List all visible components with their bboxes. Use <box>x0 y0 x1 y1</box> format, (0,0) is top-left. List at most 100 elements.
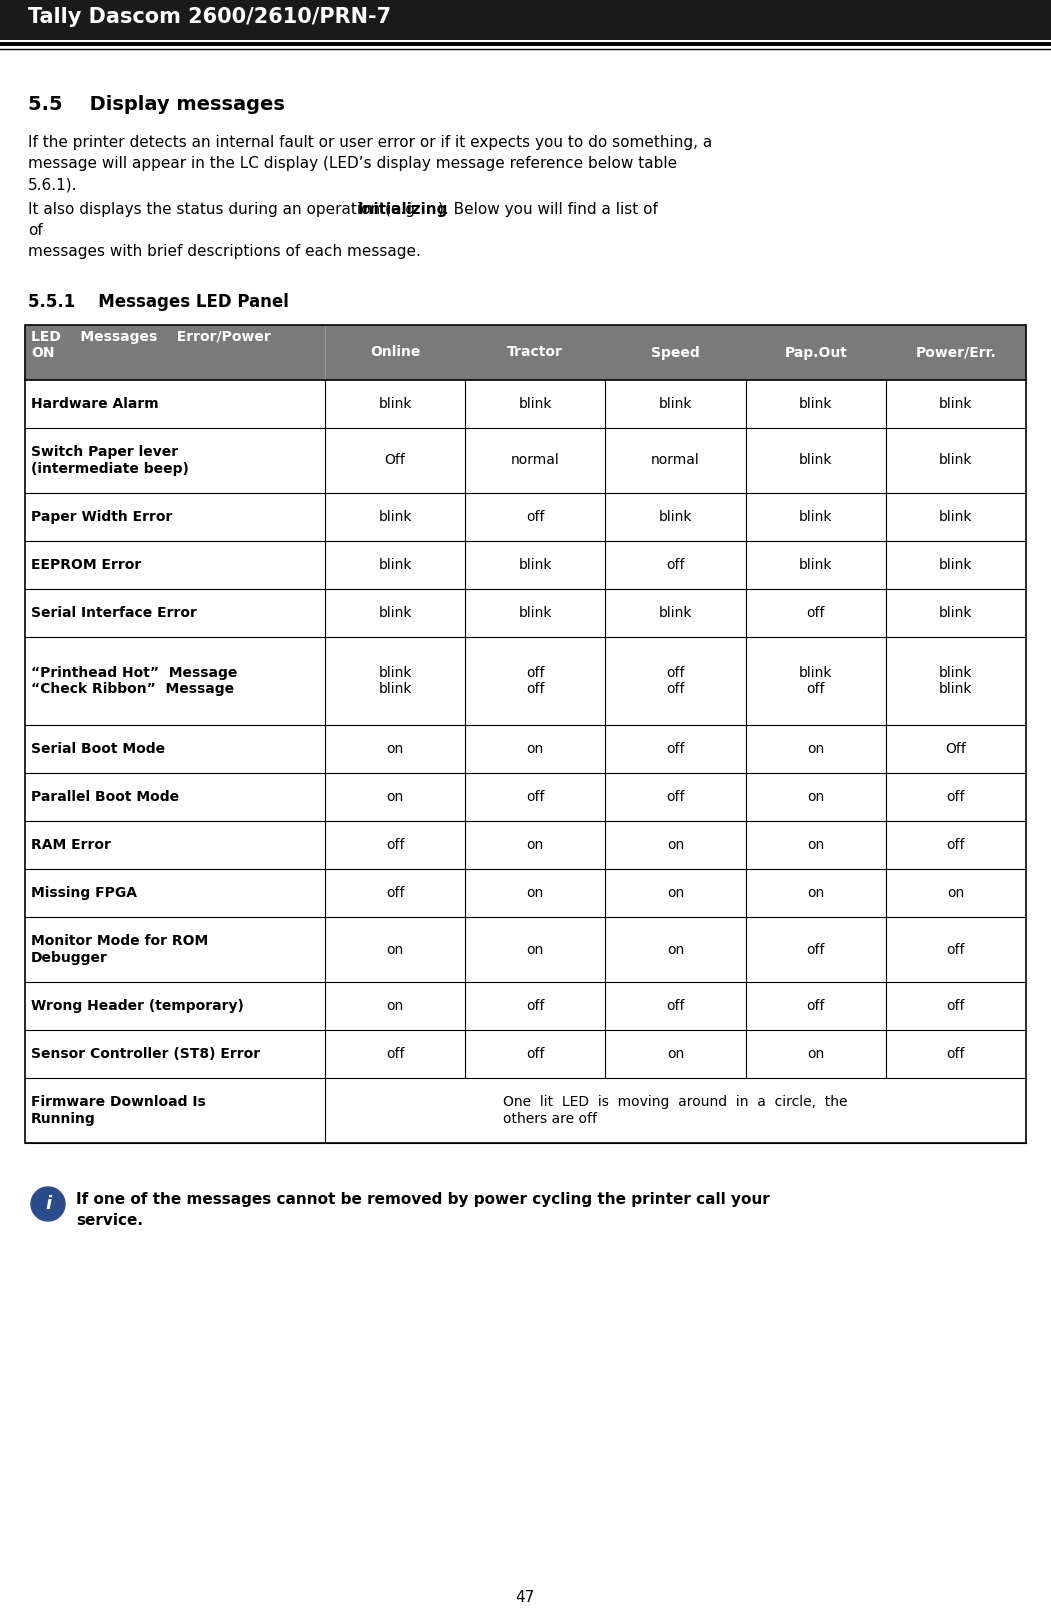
Text: normal: normal <box>511 453 560 467</box>
Text: blink: blink <box>799 397 832 411</box>
Text: message will appear in the LC display (LED’s display message reference below tab: message will appear in the LC display (L… <box>28 156 677 171</box>
Text: Tractor: Tractor <box>508 345 563 359</box>
Text: Paper Width Error: Paper Width Error <box>30 509 172 524</box>
Text: off: off <box>666 790 685 804</box>
Text: off: off <box>666 999 685 1012</box>
Text: blink: blink <box>940 453 972 467</box>
Bar <box>25 1030 1026 1078</box>
Bar <box>25 542 1026 588</box>
Text: on: on <box>667 1048 684 1061</box>
Text: off: off <box>947 790 965 804</box>
Text: messages with brief descriptions of each message.: messages with brief descriptions of each… <box>28 243 420 260</box>
Text: blink: blink <box>518 397 552 411</box>
Text: off: off <box>527 790 544 804</box>
Text: on: on <box>387 790 404 804</box>
Text: “Printhead Hot”  Message
“Check Ribbon”  Message: “Printhead Hot” Message “Check Ribbon” M… <box>30 666 238 696</box>
Bar <box>25 637 1026 725</box>
Text: blink: blink <box>378 606 412 621</box>
Text: on: on <box>387 999 404 1012</box>
Text: on: on <box>387 742 404 756</box>
Text: Parallel Boot Mode: Parallel Boot Mode <box>30 790 179 804</box>
Text: off: off <box>947 943 965 956</box>
Text: One  lit  LED  is  moving  around  in  a  circle,  the
others are off: One lit LED is moving around in a circle… <box>503 1096 848 1125</box>
Text: off: off <box>947 1048 965 1061</box>
Text: off: off <box>527 509 544 524</box>
Text: of: of <box>28 222 43 239</box>
Text: ). Below you will find a list of: ). Below you will find a list of <box>438 202 658 218</box>
Text: on: on <box>947 887 965 899</box>
Text: on: on <box>527 887 544 899</box>
Text: off
off: off off <box>666 666 685 696</box>
Text: Off: Off <box>385 453 406 467</box>
Text: Sensor Controller (ST8) Error: Sensor Controller (ST8) Error <box>30 1048 261 1061</box>
Text: blink: blink <box>518 606 552 621</box>
Text: blink: blink <box>378 509 412 524</box>
Text: Wrong Header (temporary): Wrong Header (temporary) <box>30 999 244 1012</box>
Text: on: on <box>667 838 684 853</box>
Text: Initializing: Initializing <box>357 202 448 218</box>
Text: off: off <box>527 1048 544 1061</box>
Text: off
off: off off <box>527 666 544 696</box>
Text: on: on <box>807 1048 824 1061</box>
Text: If one of the messages cannot be removed by power cycling the printer call your: If one of the messages cannot be removed… <box>76 1191 769 1207</box>
Text: blink
blink: blink blink <box>940 666 972 696</box>
Text: Off: Off <box>946 742 966 756</box>
Text: off: off <box>806 606 825 621</box>
Text: blink: blink <box>940 606 972 621</box>
Bar <box>25 982 1026 1030</box>
Text: blink: blink <box>659 509 693 524</box>
Bar <box>25 1078 1026 1143</box>
Text: blink: blink <box>518 558 552 572</box>
Text: off: off <box>666 558 685 572</box>
Circle shape <box>30 1186 65 1220</box>
Text: on: on <box>527 838 544 853</box>
Text: blink: blink <box>659 397 693 411</box>
Bar <box>25 869 1026 917</box>
Text: blink: blink <box>378 397 412 411</box>
Text: off: off <box>666 742 685 756</box>
Bar <box>0 0 1051 40</box>
Text: Missing FPGA: Missing FPGA <box>30 887 137 899</box>
Text: normal: normal <box>652 453 700 467</box>
Text: 47: 47 <box>515 1589 535 1606</box>
Text: service.: service. <box>76 1212 143 1228</box>
Text: Pap.Out: Pap.Out <box>784 345 847 359</box>
Text: off: off <box>386 838 405 853</box>
Text: Serial Boot Mode: Serial Boot Mode <box>30 742 165 756</box>
Text: blink: blink <box>940 509 972 524</box>
Text: blink: blink <box>799 558 832 572</box>
Text: blink
off: blink off <box>799 666 832 696</box>
Text: Hardware Alarm: Hardware Alarm <box>30 397 159 411</box>
Text: RAM Error: RAM Error <box>30 838 110 853</box>
Text: EEPROM Error: EEPROM Error <box>30 558 141 572</box>
Text: Tally Dascom 2600/2610/PRN-7: Tally Dascom 2600/2610/PRN-7 <box>28 6 391 27</box>
Text: Speed: Speed <box>652 345 700 359</box>
Text: Online: Online <box>370 345 420 359</box>
Text: i: i <box>45 1194 51 1212</box>
Text: blink: blink <box>378 558 412 572</box>
Text: blink: blink <box>940 558 972 572</box>
Bar <box>25 326 1026 1143</box>
Text: blink: blink <box>799 509 832 524</box>
Bar <box>25 429 1026 493</box>
Bar <box>25 725 1026 774</box>
Text: Power/Err.: Power/Err. <box>915 345 996 359</box>
Text: It also displays the status during an operation (e.g.: It also displays the status during an op… <box>28 202 425 218</box>
Text: Monitor Mode for ROM
Debugger: Monitor Mode for ROM Debugger <box>30 935 208 964</box>
Text: 5.5.1    Messages LED Panel: 5.5.1 Messages LED Panel <box>28 293 289 311</box>
Text: on: on <box>667 887 684 899</box>
Bar <box>25 588 1026 637</box>
Text: off: off <box>947 838 965 853</box>
Text: Firmware Download Is
Running: Firmware Download Is Running <box>30 1096 206 1125</box>
Text: off: off <box>386 887 405 899</box>
Text: blink
blink: blink blink <box>378 666 412 696</box>
Text: blink: blink <box>659 606 693 621</box>
Text: blink: blink <box>799 453 832 467</box>
Text: on: on <box>667 943 684 956</box>
Bar <box>25 917 1026 982</box>
Bar <box>25 326 1026 380</box>
Bar <box>25 493 1026 542</box>
Text: on: on <box>807 887 824 899</box>
Text: Switch Paper lever
(intermediate beep): Switch Paper lever (intermediate beep) <box>30 445 189 476</box>
Text: on: on <box>387 943 404 956</box>
